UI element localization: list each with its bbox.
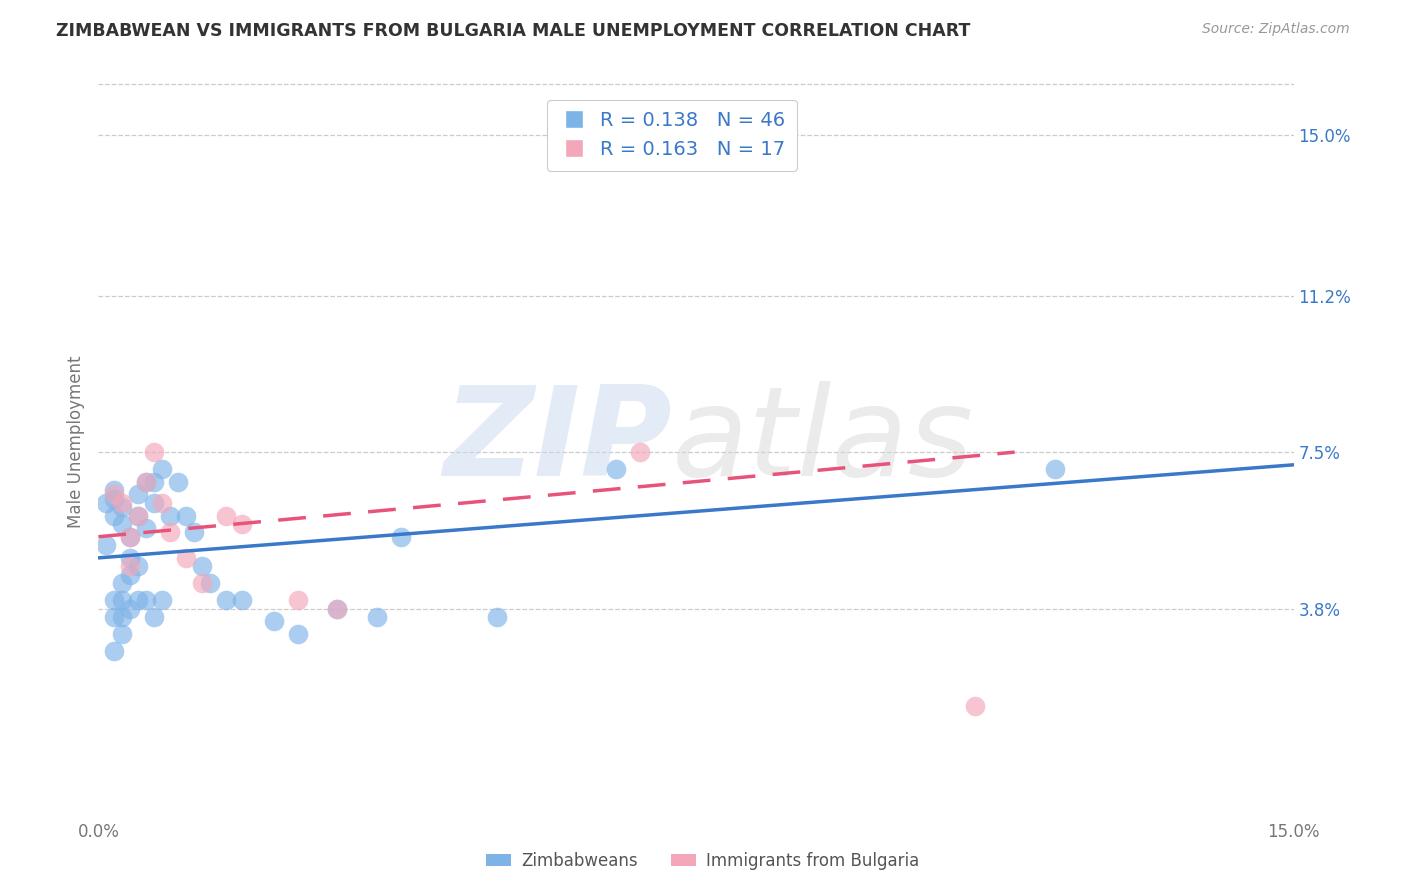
Point <box>326 601 349 615</box>
Text: ZIP: ZIP <box>443 381 672 502</box>
Point <box>120 530 142 544</box>
Text: atlas: atlas <box>672 381 974 502</box>
Point <box>143 475 166 489</box>
Point <box>215 593 238 607</box>
Point <box>287 593 309 607</box>
Point <box>111 576 134 591</box>
Point <box>963 698 986 713</box>
Point <box>103 483 125 498</box>
Point <box>103 593 125 607</box>
Point <box>150 462 173 476</box>
Point <box>485 610 508 624</box>
Point <box>150 593 173 607</box>
Point <box>215 508 238 523</box>
Point <box>191 559 214 574</box>
Legend: Zimbabweans, Immigrants from Bulgaria: Zimbabweans, Immigrants from Bulgaria <box>479 846 927 877</box>
Point <box>1043 462 1066 476</box>
Point <box>191 576 214 591</box>
Point <box>326 601 349 615</box>
Point <box>103 487 125 501</box>
Point <box>135 475 157 489</box>
Point <box>111 516 134 531</box>
Point <box>263 615 285 629</box>
Point <box>120 530 142 544</box>
Point <box>135 593 157 607</box>
Text: ZIMBABWEAN VS IMMIGRANTS FROM BULGARIA MALE UNEMPLOYMENT CORRELATION CHART: ZIMBABWEAN VS IMMIGRANTS FROM BULGARIA M… <box>56 22 970 40</box>
Point <box>174 550 197 565</box>
Point <box>111 627 134 641</box>
Point <box>231 593 253 607</box>
Point <box>135 475 157 489</box>
Point <box>127 559 149 574</box>
Text: Source: ZipAtlas.com: Source: ZipAtlas.com <box>1202 22 1350 37</box>
Point <box>127 508 149 523</box>
Point <box>111 610 134 624</box>
Point <box>628 445 651 459</box>
Point <box>120 567 142 582</box>
Point <box>143 496 166 510</box>
Point <box>127 508 149 523</box>
Point <box>389 530 412 544</box>
Point <box>127 593 149 607</box>
Point <box>159 508 181 523</box>
Point <box>111 496 134 510</box>
Point <box>183 525 205 540</box>
Point <box>111 593 134 607</box>
Point <box>103 508 125 523</box>
Point <box>103 610 125 624</box>
Point <box>605 462 627 476</box>
Point <box>120 601 142 615</box>
Point <box>159 525 181 540</box>
Point <box>231 516 253 531</box>
Point <box>198 576 221 591</box>
Point <box>96 496 118 510</box>
Point <box>143 445 166 459</box>
Point <box>103 644 125 658</box>
Point <box>120 559 142 574</box>
Legend: R = 0.138   N = 46, R = 0.163   N = 17: R = 0.138 N = 46, R = 0.163 N = 17 <box>547 100 797 170</box>
Point <box>167 475 190 489</box>
Point <box>135 521 157 535</box>
Point <box>287 627 309 641</box>
Point <box>96 538 118 552</box>
Y-axis label: Male Unemployment: Male Unemployment <box>66 355 84 528</box>
Point <box>120 550 142 565</box>
Point <box>111 500 134 515</box>
Point <box>103 491 125 506</box>
Point <box>174 508 197 523</box>
Point <box>143 610 166 624</box>
Point <box>127 487 149 501</box>
Point <box>366 610 388 624</box>
Point <box>150 496 173 510</box>
